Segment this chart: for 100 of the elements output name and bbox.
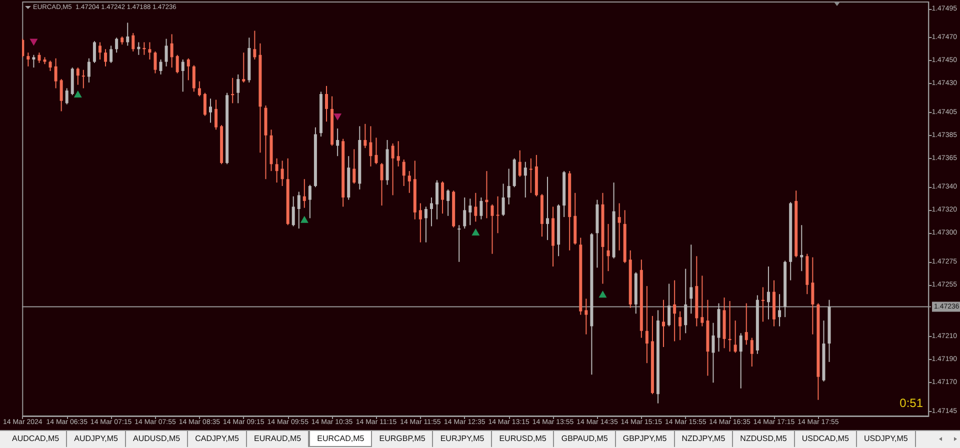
tab: USDJPY,M5 [856, 431, 916, 447]
tab: EURGBP,M5 [372, 431, 434, 447]
tab: EURJPY,M5 [433, 431, 492, 447]
candlestick [480, 197, 483, 220]
candlestick [352, 148, 356, 184]
candlestick [302, 178, 306, 208]
tab: EURUSD,M5 [492, 431, 554, 447]
candlestick [280, 160, 284, 186]
candlestick [60, 78, 63, 112]
tab: CADJPY,M5 [188, 431, 247, 447]
candlestick [242, 52, 246, 83]
candlestick [214, 99, 218, 130]
candlestick [186, 58, 190, 81]
tab: AUDCAD,M5 [5, 431, 68, 447]
candlestick [678, 310, 682, 341]
candlestick [739, 332, 742, 389]
candlestick [391, 142, 394, 196]
candlestick [778, 294, 782, 327]
candlestick [308, 184, 312, 219]
candlestick [132, 32, 135, 52]
candlestick [98, 42, 102, 60]
candlestick [606, 223, 610, 272]
candlestick [402, 159, 406, 186]
candlestick [336, 128, 340, 157]
candlestick [436, 180, 438, 220]
candlestick [181, 59, 184, 92]
candlestick [87, 58, 90, 83]
candlestick [159, 59, 162, 75]
candlestick [507, 168, 510, 205]
candlestick [26, 52, 30, 67]
candlestick [424, 206, 428, 243]
candlestick [154, 50, 157, 74]
candlestick [192, 64, 196, 92]
candlestick [253, 30, 256, 60]
tab: GBPJPY,M5 [616, 431, 675, 447]
candlestick [297, 191, 300, 230]
candlestick [364, 123, 367, 149]
candlestick [766, 266, 770, 320]
candlestick [430, 197, 433, 227]
candlestick [32, 54, 36, 68]
candlestick [325, 85, 328, 122]
tab: AUDJPY,M5 [67, 431, 126, 447]
candlestick [618, 202, 621, 251]
candlestick [22, 38, 24, 58]
candlestick [48, 60, 52, 72]
candlestick [396, 140, 400, 167]
candlestick [446, 188, 450, 216]
candlestick [584, 298, 588, 335]
candlestick [502, 183, 505, 216]
tab: GBPAUD,M5 [554, 431, 616, 447]
candlestick [236, 74, 240, 104]
candlestick [518, 150, 522, 178]
candlestick [275, 158, 278, 184]
point [334, 114, 342, 120]
candlestick [104, 48, 108, 67]
candlestick [92, 40, 96, 64]
candlestick [164, 38, 168, 67]
candlestick [418, 202, 422, 243]
point [472, 228, 480, 236]
point [30, 38, 38, 46]
tab: NZDUSD,M5 [733, 431, 795, 447]
candlestick [668, 283, 671, 327]
candlestick [126, 22, 130, 46]
candlestick [176, 54, 179, 74]
candlestick [441, 180, 444, 214]
candlestick [684, 268, 688, 334]
candlestick [458, 224, 461, 262]
annotation: 0:51 [900, 396, 924, 410]
tab: USDCAD,M5 [794, 431, 857, 447]
candlestick [474, 192, 478, 222]
candlestick [750, 337, 754, 368]
active-tab: EURCAD,M5 [309, 431, 372, 447]
candlestick [690, 244, 693, 314]
candlestick [374, 137, 378, 165]
candlestick [645, 286, 648, 364]
candlestick [369, 126, 372, 167]
candlestick [734, 320, 737, 354]
candlestick [148, 42, 152, 60]
tab: AUDUSD,M5 [126, 431, 188, 447]
candlestick [110, 45, 113, 64]
candlestick [744, 302, 748, 346]
point [598, 290, 607, 298]
candlestick [76, 67, 80, 86]
candlestick [170, 34, 174, 68]
point [74, 90, 82, 98]
candlestick [496, 196, 500, 234]
candlestick [203, 92, 206, 116]
point [300, 216, 308, 223]
candlestick [463, 197, 466, 230]
candlestick [811, 256, 814, 335]
candlestick [662, 299, 666, 348]
candlestick [529, 158, 532, 194]
candlestick [208, 98, 212, 124]
candlestick [800, 224, 804, 272]
candlestick [54, 58, 58, 89]
candlestick [115, 37, 118, 54]
candlestick [292, 196, 295, 227]
candlestick [198, 80, 201, 97]
candlestick [524, 161, 527, 198]
candlestick [673, 280, 676, 342]
